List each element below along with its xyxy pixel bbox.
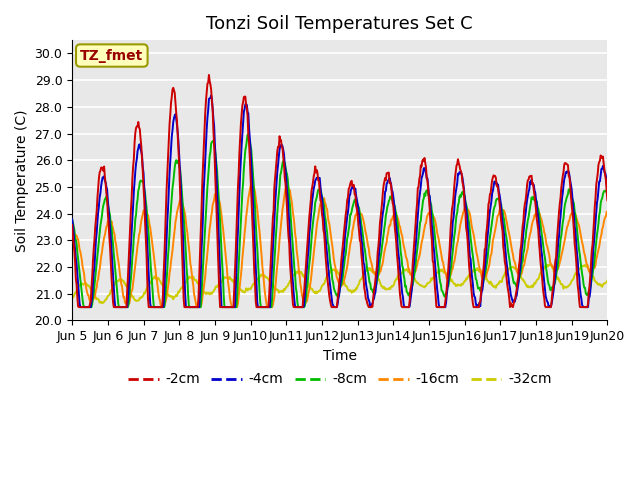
-32cm — [99, 300, 106, 306]
-2cm — [556, 201, 564, 206]
-2cm — [333, 304, 340, 310]
-2cm — [205, 72, 212, 78]
-16cm — [604, 209, 611, 215]
-16cm — [556, 260, 564, 265]
Title: Tonzi Soil Temperatures Set C: Tonzi Soil Temperatures Set C — [207, 15, 473, 33]
-8cm — [556, 245, 564, 251]
Line: -8cm: -8cm — [72, 134, 607, 307]
-8cm — [68, 216, 76, 222]
-8cm — [244, 132, 252, 137]
-16cm — [209, 200, 217, 205]
-32cm — [332, 268, 340, 274]
-2cm — [211, 142, 218, 147]
-8cm — [209, 138, 217, 144]
-32cm — [556, 278, 564, 284]
-4cm — [604, 188, 611, 194]
-2cm — [186, 304, 194, 310]
-16cm — [385, 225, 393, 230]
-16cm — [186, 261, 194, 266]
-32cm — [604, 277, 611, 283]
-16cm — [159, 304, 166, 310]
-2cm — [385, 169, 393, 175]
-32cm — [68, 295, 76, 300]
-2cm — [68, 222, 76, 228]
-4cm — [438, 304, 445, 310]
-16cm — [68, 230, 76, 236]
Line: -16cm: -16cm — [72, 184, 607, 307]
-2cm — [75, 304, 83, 310]
-4cm — [77, 304, 84, 310]
Legend: -2cm, -4cm, -8cm, -16cm, -32cm: -2cm, -4cm, -8cm, -16cm, -32cm — [122, 367, 557, 392]
-32cm — [209, 289, 217, 295]
-16cm — [438, 254, 445, 260]
Line: -2cm: -2cm — [72, 75, 607, 307]
X-axis label: Time: Time — [323, 349, 356, 363]
-32cm — [437, 268, 445, 274]
-8cm — [80, 304, 88, 310]
-16cm — [248, 181, 256, 187]
Line: -4cm: -4cm — [72, 96, 607, 307]
-8cm — [385, 198, 393, 204]
-32cm — [186, 275, 194, 280]
-4cm — [556, 221, 564, 227]
-2cm — [604, 197, 611, 203]
-4cm — [333, 304, 340, 310]
-32cm — [547, 262, 554, 267]
-16cm — [333, 275, 340, 280]
-4cm — [68, 216, 76, 222]
Line: -32cm: -32cm — [72, 264, 607, 303]
-4cm — [385, 177, 393, 182]
-4cm — [207, 93, 215, 98]
-2cm — [438, 304, 445, 310]
-4cm — [186, 304, 194, 310]
-8cm — [604, 192, 611, 197]
-8cm — [186, 304, 194, 310]
Y-axis label: Soil Temperature (C): Soil Temperature (C) — [15, 109, 29, 252]
Text: TZ_fmet: TZ_fmet — [80, 48, 143, 62]
-4cm — [211, 123, 218, 129]
-8cm — [438, 288, 445, 293]
-8cm — [333, 293, 340, 299]
-32cm — [384, 286, 392, 291]
